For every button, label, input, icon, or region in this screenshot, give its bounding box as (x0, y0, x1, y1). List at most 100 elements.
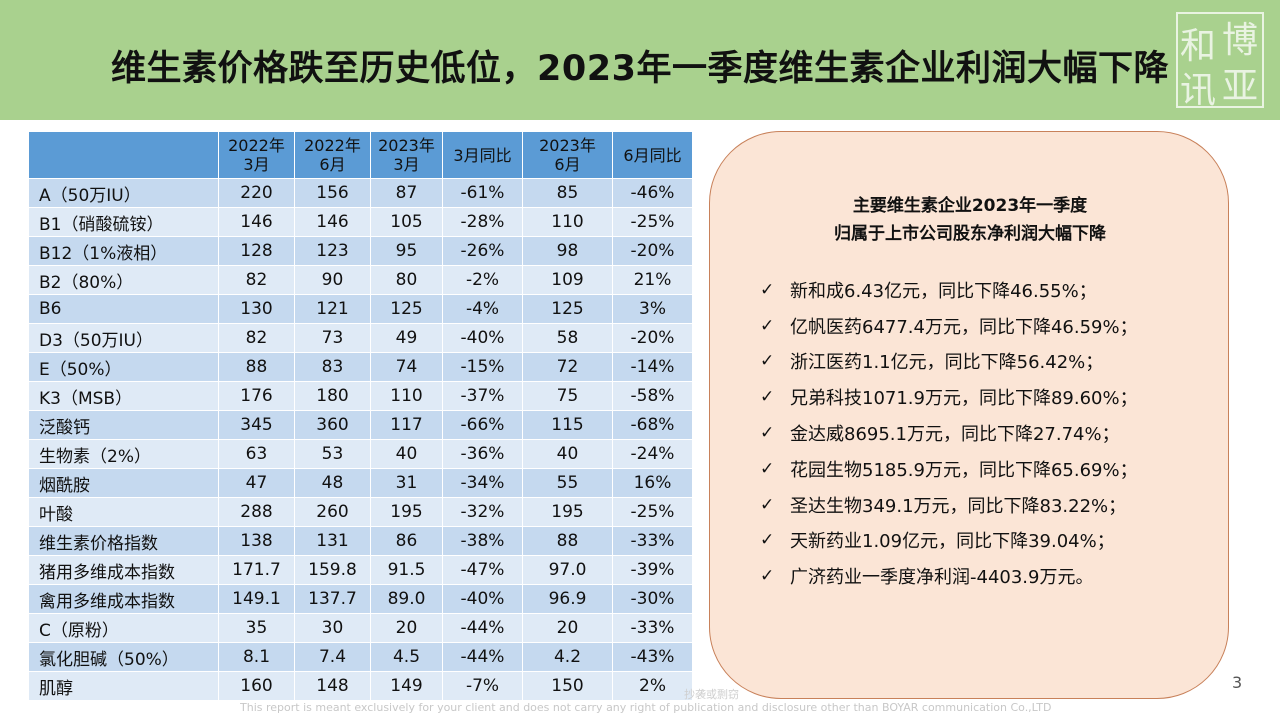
list-item: ✓ 花园生物5185.9万元，同比下降65.69%； (760, 451, 1138, 487)
page-title: 维生素价格跌至历史低位，2023年一季度维生素企业利润大幅下降 (111, 49, 1169, 89)
column-header-line1: 2022年 (304, 136, 361, 155)
table-cell: -4% (442, 294, 523, 324)
table-cell: 137.7 (294, 584, 371, 614)
table-row: 叶酸 288 260 195 -32% 195 -25% (28, 497, 693, 527)
table-row: B12（1%液相） 128 123 95 -26% 98 -20% (28, 236, 693, 266)
column-header: 6月同比 (612, 131, 693, 179)
table-cell: 110 (522, 207, 613, 237)
list-item-text: 新和成6.43亿元，同比下降46.55%； (790, 280, 1097, 302)
table-cell: 8.1 (218, 642, 295, 672)
row-label: 生物素（2%） (28, 439, 219, 469)
table-cell: 4.5 (370, 642, 443, 672)
table-cell: 115 (522, 410, 613, 440)
table-cell: 75 (522, 381, 613, 411)
table-cell: 180 (294, 381, 371, 411)
table-cell: -14% (612, 352, 693, 382)
table-cell: 88 (522, 526, 613, 556)
table-cell: 7.4 (294, 642, 371, 672)
row-label: A（50万IU） (28, 178, 219, 208)
table-cell: 73 (294, 323, 371, 353)
row-label: K3（MSB） (28, 381, 219, 411)
table-cell: 125 (522, 294, 613, 324)
table-cell: 260 (294, 497, 371, 527)
column-header-line2: 6月 (319, 155, 346, 174)
table-cell: 195 (370, 497, 443, 527)
table-cell: 86 (370, 526, 443, 556)
list-item: ✓ 圣达生物349.1万元，同比下降83.22%； (760, 487, 1138, 523)
checkmark-icon: ✓ (760, 387, 775, 408)
checkmark-icon: ✓ (760, 351, 775, 372)
table-row: D3（50万IU） 82 73 49 -40% 58 -20% (28, 323, 693, 353)
table-cell: 3% (612, 294, 693, 324)
table-cell: 72 (522, 352, 613, 382)
list-item-text: 花园生物5185.9万元，同比下降65.69%； (790, 459, 1138, 481)
table-cell: 146 (218, 207, 295, 237)
column-header-line1: 2023年 (539, 136, 596, 155)
table-cell: 83 (294, 352, 371, 382)
table-cell: -43% (612, 642, 693, 672)
logo-char-3: 和 (1180, 26, 1216, 67)
vitamin-price-table: 2022年 3月 2022年 6月 2023年 3月 3月同比 2023年 6月 6月同比 A（5… (28, 131, 693, 701)
table-row: 猪用多维成本指数 171.7 159.8 91.5 -47% 97.0 -39% (28, 555, 693, 585)
table-cell: 98 (522, 236, 613, 266)
table-header-row: 2022年 3月 2022年 6月 2023年 3月 3月同比 2023年 6月 6月同比 (28, 131, 693, 179)
table-cell: -32% (442, 497, 523, 527)
table-cell: -39% (612, 555, 693, 585)
table-cell: 30 (294, 613, 371, 643)
column-header: 2022年 3月 (218, 131, 295, 179)
checkmark-icon: ✓ (760, 423, 775, 444)
table-cell: 87 (370, 178, 443, 208)
column-header-line2: 3月 (393, 155, 420, 174)
table-row: B2（80%） 82 90 80 -2% 109 21% (28, 265, 693, 295)
table-cell: 40 (522, 439, 613, 469)
table-cell: -40% (442, 584, 523, 614)
checkmark-icon: ✓ (760, 530, 775, 551)
table-cell: -20% (612, 236, 693, 266)
row-label: 烟酰胺 (28, 468, 219, 498)
page-number: 3 (1232, 673, 1243, 692)
boyar-logo-icon: 博 亚 和 讯 (1176, 12, 1264, 110)
table-cell: 16% (612, 468, 693, 498)
table-cell: 160 (218, 671, 295, 701)
table-cell: 58 (522, 323, 613, 353)
header-banner: 维生素价格跌至历史低位，2023年一季度维生素企业利润大幅下降 博 亚 和 讯 (0, 0, 1280, 120)
table-row: 维生素价格指数 138 131 86 -38% 88 -33% (28, 526, 693, 556)
table-cell: -20% (612, 323, 693, 353)
table-cell: 47 (218, 468, 295, 498)
table-cell: 88 (218, 352, 295, 382)
table-cell: 90 (294, 265, 371, 295)
table-cell: -2% (442, 265, 523, 295)
table-row: B6 130 121 125 -4% 125 3% (28, 294, 693, 324)
table-cell: 53 (294, 439, 371, 469)
table-cell: 138 (218, 526, 295, 556)
table-cell: 55 (522, 468, 613, 498)
table-cell: 63 (218, 439, 295, 469)
table-cell: 171.7 (218, 555, 295, 585)
table-cell: -58% (612, 381, 693, 411)
column-header (28, 131, 219, 179)
table-row: 肌醇 160 148 149 -7% 150 2% (28, 671, 693, 701)
list-item: ✓ 亿帆医药6477.4万元，同比下降46.59%； (760, 308, 1138, 344)
list-item-text: 浙江医药1.1亿元，同比下降56.42%； (790, 352, 1104, 374)
footer-disclaimer: This report is meant exclusively for you… (240, 701, 1052, 714)
logo-char-4: 讯 (1180, 70, 1216, 110)
table-row: 泛酸钙 345 360 117 -66% 115 -68% (28, 410, 693, 440)
footer-faint-text: 抄袭或剽窃 (684, 688, 739, 701)
table-cell: -28% (442, 207, 523, 237)
table-cell: 109 (522, 265, 613, 295)
panel-title-line1: 主要维生素企业2023年一季度 (852, 196, 1088, 216)
list-item: ✓ 浙江医药1.1亿元，同比下降56.42%； (760, 344, 1138, 380)
table-cell: -24% (612, 439, 693, 469)
table-cell: -66% (442, 410, 523, 440)
table-cell: 20 (370, 613, 443, 643)
table-cell: 40 (370, 439, 443, 469)
row-label: 氯化胆碱（50%） (28, 642, 219, 672)
table-row: C（原粉） 35 30 20 -44% 20 -33% (28, 613, 693, 643)
table-cell: 49 (370, 323, 443, 353)
row-label: 维生素价格指数 (28, 526, 219, 556)
table-cell: -36% (442, 439, 523, 469)
row-label: 猪用多维成本指数 (28, 555, 219, 585)
table-cell: 117 (370, 410, 443, 440)
table-row: K3（MSB） 176 180 110 -37% 75 -58% (28, 381, 693, 411)
column-header-line2: 3月 (243, 155, 270, 174)
